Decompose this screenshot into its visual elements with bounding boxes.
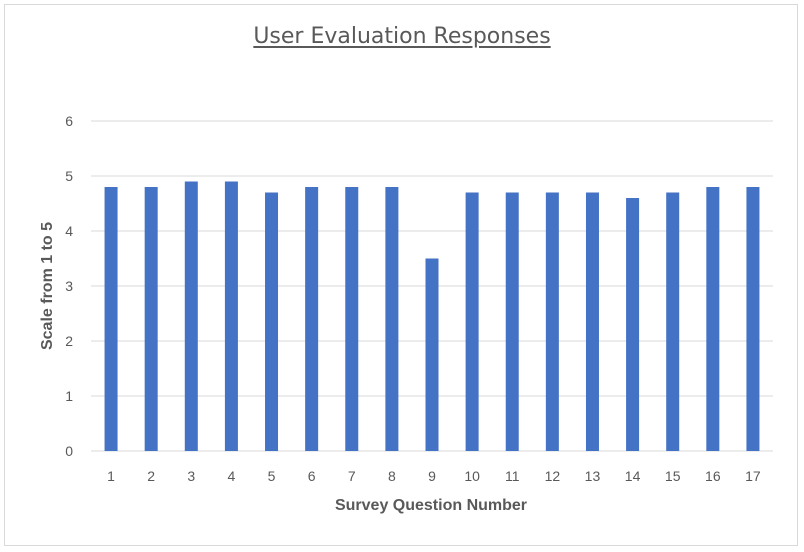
x-tick-label: 6 [308, 468, 316, 484]
y-tick-label: 6 [65, 113, 73, 129]
chart-title: User Evaluation Responses [253, 24, 551, 49]
bar-question-4 [224, 181, 238, 451]
x-tick-label: 17 [745, 468, 761, 484]
bar-question-10 [465, 192, 479, 451]
y-tick-labels: 0 1 2 3 4 5 6 [65, 113, 73, 459]
x-tick-label: 3 [187, 468, 195, 484]
bar-question-1 [104, 187, 118, 451]
bar-question-2 [144, 187, 158, 451]
y-tick-label: 0 [65, 443, 73, 459]
bar-question-11 [505, 192, 519, 451]
x-tick-label: 16 [705, 468, 721, 484]
bar-question-15 [666, 192, 680, 451]
y-tick-label: 4 [65, 223, 73, 239]
x-tick-labels: 1 2 3 4 5 6 7 8 9 10 11 12 13 14 15 16 17 [107, 468, 761, 484]
bar-question-17 [746, 187, 760, 451]
x-tick-label: 4 [228, 468, 236, 484]
x-tick-label: 11 [505, 468, 520, 484]
bar-question-8 [385, 187, 399, 451]
x-tick-label: 12 [545, 468, 561, 484]
bars [104, 181, 760, 451]
y-tick-label: 3 [65, 278, 73, 294]
y-axis-title: Scale from 1 to 5 [39, 222, 56, 350]
chart-frame [4, 4, 798, 546]
x-tick-label: 15 [665, 468, 681, 484]
x-tick-label: 13 [585, 468, 601, 484]
x-axis-title: Survey Question Number [335, 497, 527, 514]
bar-question-5 [265, 192, 279, 451]
x-tick-label: 7 [348, 468, 356, 484]
bar-question-3 [184, 181, 198, 451]
bar-question-9 [425, 258, 439, 451]
x-tick-label: 9 [428, 468, 436, 484]
y-tick-label: 5 [65, 168, 73, 184]
x-tick-label: 1 [107, 468, 115, 484]
x-tick-label: 2 [147, 468, 155, 484]
y-tick-label: 2 [65, 333, 73, 349]
bar-question-13 [585, 192, 599, 451]
bar-question-12 [545, 192, 559, 451]
y-tick-label: 1 [65, 388, 73, 404]
bar-question-6 [305, 187, 319, 451]
x-tick-label: 8 [388, 468, 396, 484]
bar-question-14 [626, 198, 640, 451]
x-tick-label: 5 [268, 468, 276, 484]
x-tick-label: 10 [464, 468, 480, 484]
bar-question-16 [706, 187, 720, 451]
x-tick-label: 14 [625, 468, 641, 484]
bar-question-7 [345, 187, 359, 451]
